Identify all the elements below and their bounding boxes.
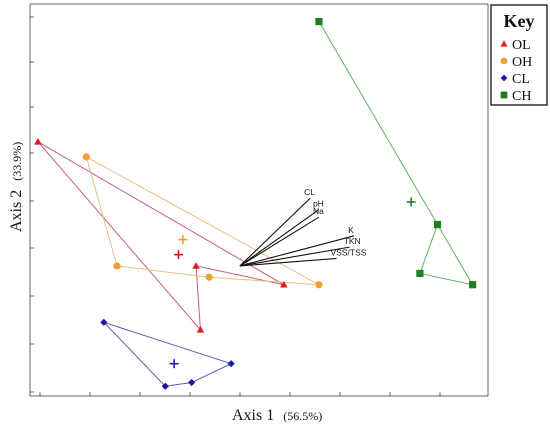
legend-label-ol: OL bbox=[512, 38, 531, 53]
point-oh-2 bbox=[205, 273, 213, 281]
x-axis-label: Axis 1 bbox=[232, 407, 274, 424]
legend-marker-oh bbox=[500, 57, 508, 65]
vector-1 bbox=[239, 209, 320, 267]
legend-title: Key bbox=[504, 11, 535, 31]
legend-items: OL OH CL CH bbox=[500, 38, 532, 104]
plot-frame bbox=[29, 3, 489, 397]
legend-label-cl: CL bbox=[512, 72, 530, 87]
vector-0 bbox=[239, 197, 311, 267]
point-cl-3 bbox=[227, 360, 235, 368]
hull-cl bbox=[103, 321, 233, 387]
hull-ol bbox=[37, 141, 285, 332]
centroid-ch bbox=[406, 197, 416, 207]
centroid-oh bbox=[178, 235, 188, 245]
legend: Key OL OH CL CH bbox=[490, 4, 548, 106]
point-ol-3 bbox=[280, 280, 288, 288]
point-oh-3 bbox=[315, 281, 323, 289]
legend-label-ch: CH bbox=[512, 89, 531, 104]
group-hulls bbox=[37, 21, 474, 387]
centroid-ol bbox=[173, 250, 183, 260]
point-ch-2 bbox=[416, 269, 424, 278]
group-centroids bbox=[169, 197, 416, 369]
hull-ch bbox=[318, 21, 474, 286]
vector-4 bbox=[239, 246, 350, 267]
legend-label-oh: OH bbox=[512, 55, 532, 70]
point-oh-0 bbox=[82, 153, 90, 161]
x-axis-percent: (56.5%) bbox=[283, 409, 322, 423]
plot-area bbox=[29, 3, 489, 397]
vector-label-4: TKN bbox=[344, 236, 361, 246]
point-ol-2 bbox=[192, 262, 200, 269]
vector-3 bbox=[239, 235, 355, 267]
axis-ticks bbox=[30, 16, 441, 396]
point-ol-0 bbox=[34, 138, 42, 145]
point-ch-1 bbox=[433, 220, 442, 229]
legend-marker-ol bbox=[500, 40, 508, 47]
vector-label-3: K bbox=[348, 225, 354, 235]
point-cl-2 bbox=[188, 378, 196, 387]
legend-marker-ch bbox=[500, 91, 508, 99]
point-oh-1 bbox=[113, 262, 121, 270]
vector-2 bbox=[239, 216, 320, 267]
y-axis-label: Axis 2 bbox=[8, 190, 25, 232]
point-cl-0 bbox=[100, 318, 108, 326]
vector-label-1: pH bbox=[313, 199, 324, 209]
point-ch-0 bbox=[315, 17, 323, 26]
legend-box bbox=[490, 4, 548, 106]
centroid-cl bbox=[169, 359, 179, 369]
y-axis-title: Axis 2 (33.9%) bbox=[8, 142, 25, 232]
hull-oh bbox=[85, 155, 320, 286]
vector-label-2: Na bbox=[313, 206, 324, 216]
data-points bbox=[34, 17, 477, 390]
vector-label-5: VSS/TSS bbox=[331, 247, 367, 257]
point-ol-1 bbox=[196, 326, 205, 333]
vector-label-0: CL bbox=[304, 187, 315, 197]
legend-marker-cl bbox=[500, 74, 508, 82]
y-axis-percent: (33.9%) bbox=[10, 142, 24, 181]
point-ch-3 bbox=[469, 281, 477, 289]
x-axis-title: Axis 1 (56.5%) bbox=[232, 407, 322, 424]
point-cl-1 bbox=[161, 382, 169, 390]
vector-5 bbox=[239, 257, 337, 267]
